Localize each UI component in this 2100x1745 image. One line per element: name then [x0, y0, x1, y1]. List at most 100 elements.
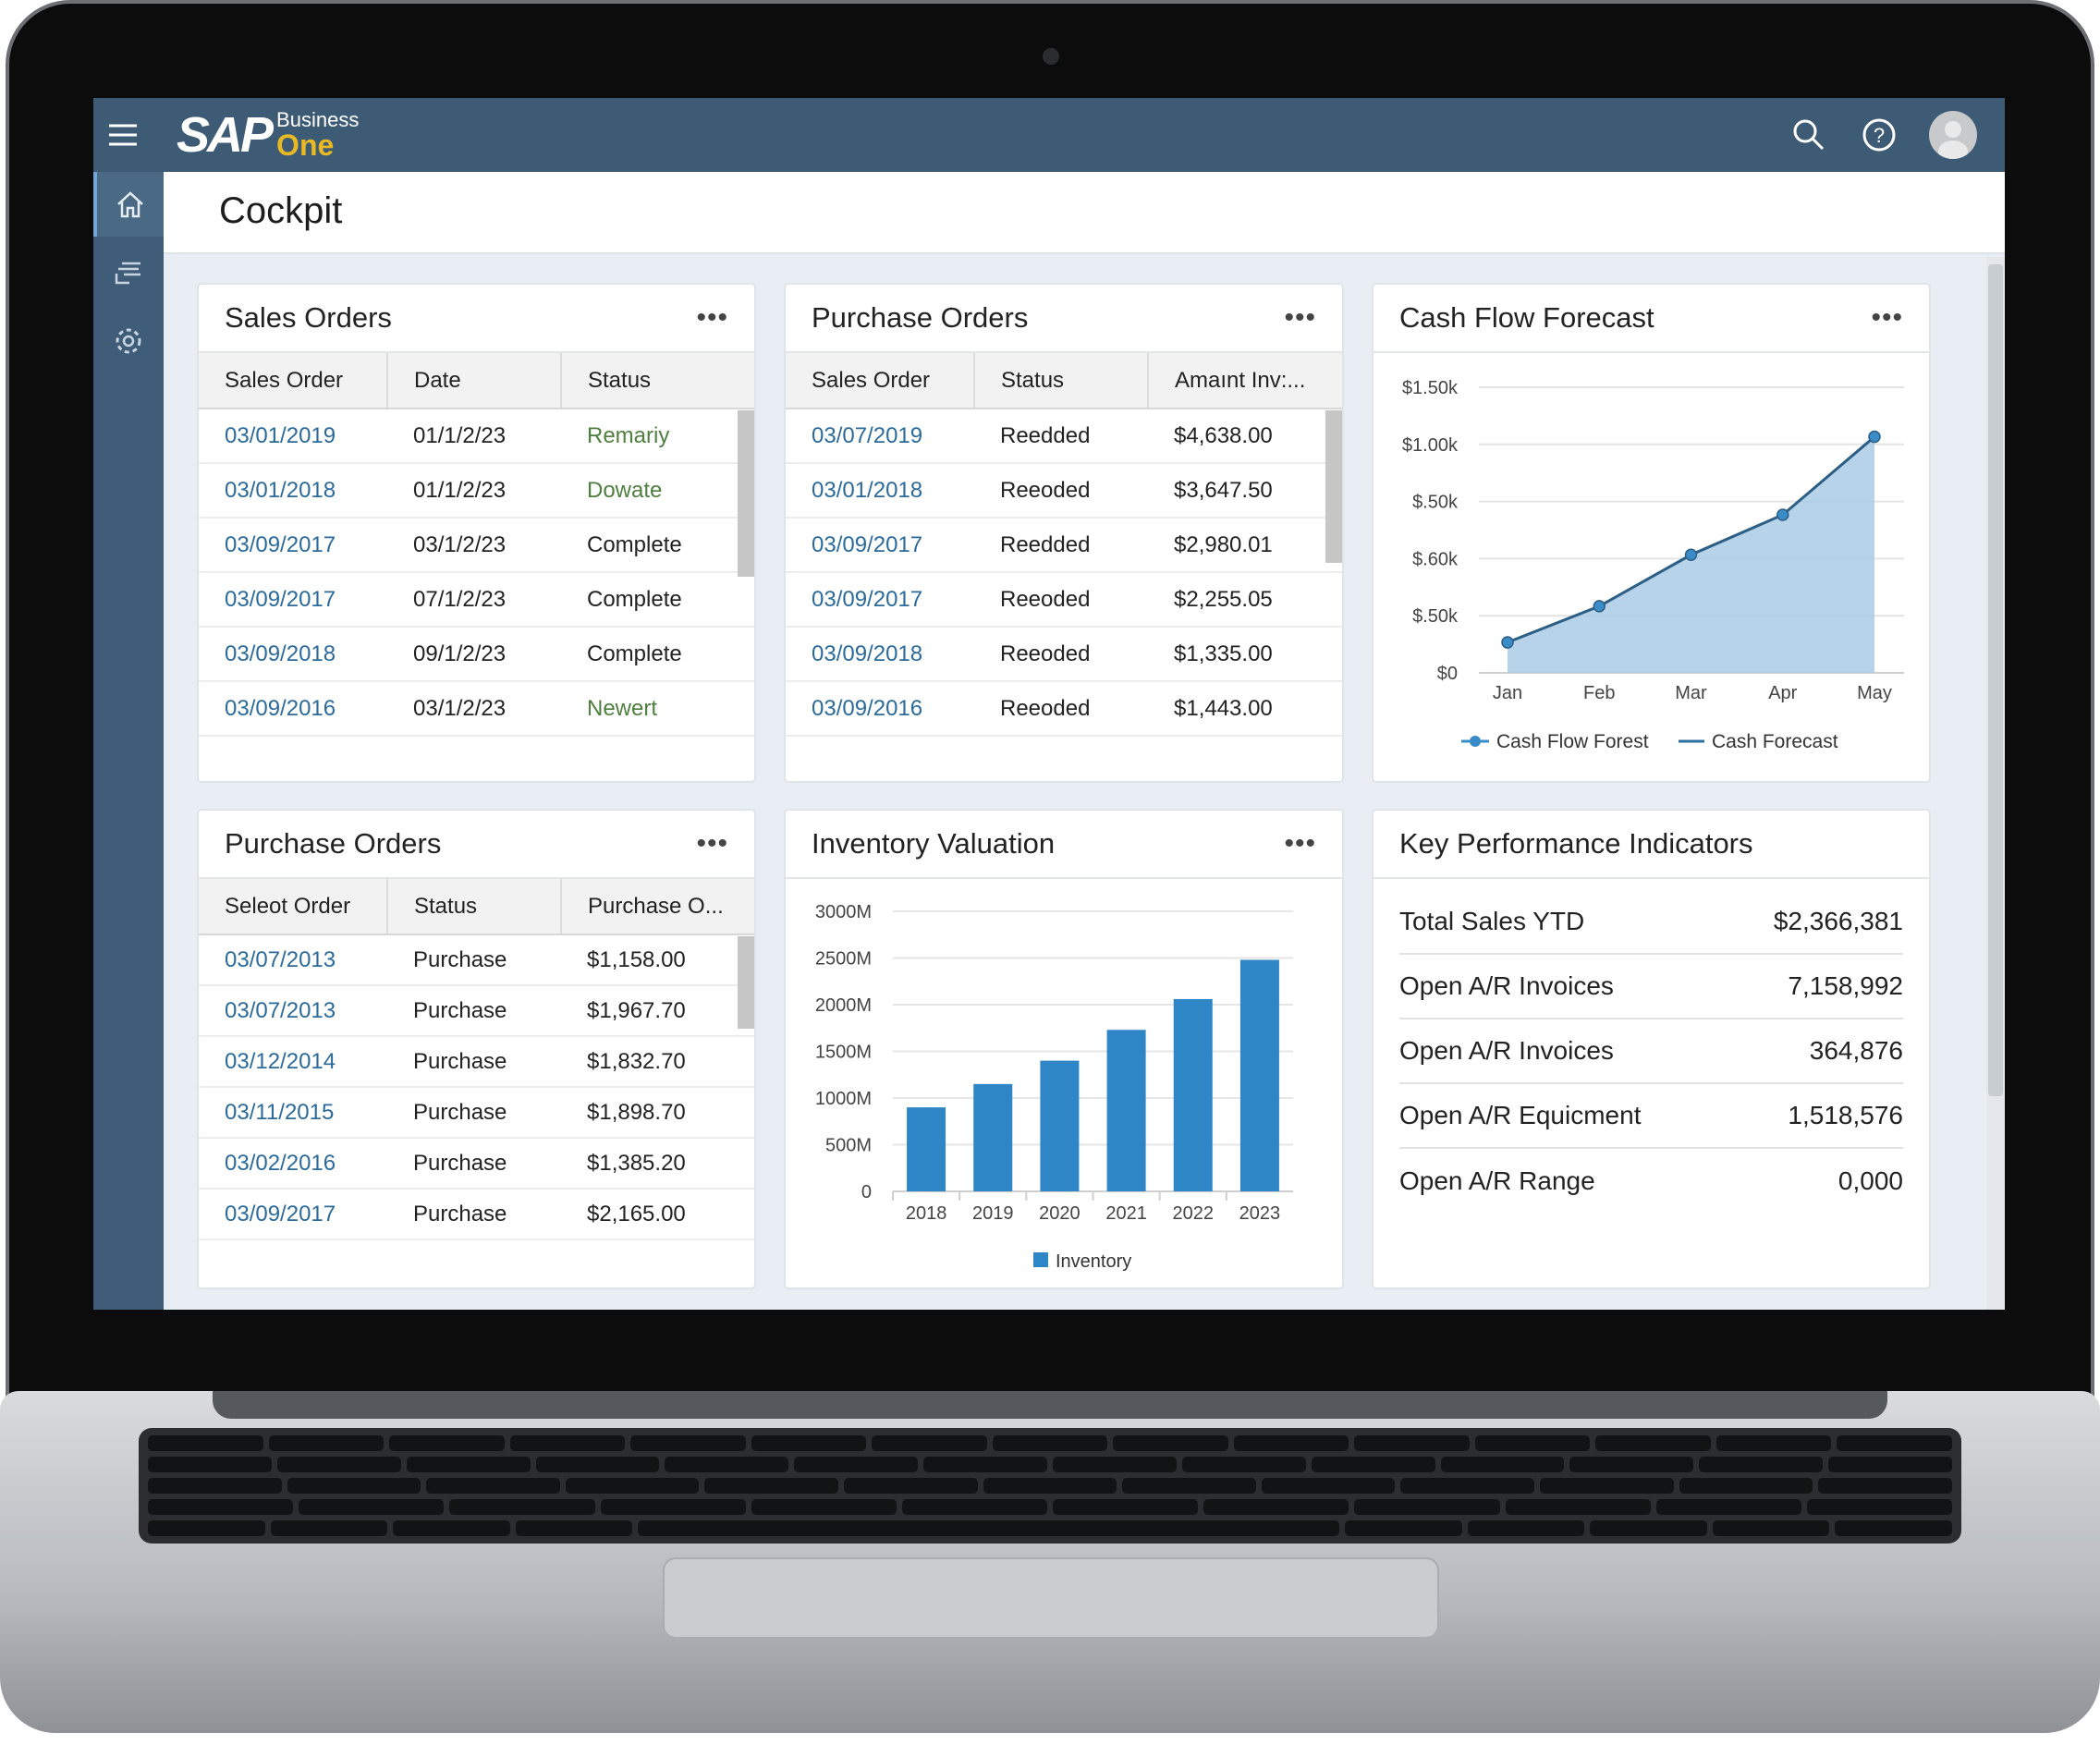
column-header[interactable]: Seleot Order	[199, 879, 388, 935]
page-title: Cockpit	[219, 190, 343, 231]
table-row[interactable]: 03/07/2019 Reedded $4,638.00	[786, 409, 1342, 464]
table-row[interactable]: 03/09/2016 03/1/2/23 Newert	[199, 681, 754, 737]
table-row[interactable]: 03/09/2018 Reeoded $1,335.00	[786, 627, 1342, 682]
order-link[interactable]: 03/01/2018	[199, 463, 387, 519]
y-tick-label: 3000M	[815, 902, 872, 922]
cash-flow-chart: $0 $.50k $.60k $.50k $1.00k $1.50k Jan Feb Mar Ap…	[1402, 378, 1904, 752]
table-row[interactable]: 03/09/2017 Reeoded $2,255.05	[786, 572, 1342, 628]
sidebar-item-list[interactable]	[93, 240, 164, 305]
more-options-icon[interactable]: •••	[696, 302, 728, 333]
y-tick-label: $.50k	[1412, 493, 1459, 513]
key	[1233, 1435, 1349, 1451]
key	[1181, 1457, 1306, 1472]
order-link[interactable]: 03/09/2017	[199, 572, 387, 628]
more-options-icon[interactable]: •••	[696, 828, 728, 859]
order-link[interactable]: 03/09/2018	[199, 627, 387, 682]
column-header[interactable]: Date	[387, 353, 562, 409]
purchase-orders-table-2: Seleot Order Status Purchase O... 03/07/201…	[199, 879, 754, 1240]
order-link[interactable]: 03/09/2017	[786, 572, 974, 628]
table-row[interactable]: 03/07/2013 Purchase $1,158.00	[199, 934, 754, 986]
table-row[interactable]: 03/12/2014 Purchase $1,832.70	[199, 1036, 754, 1088]
sidebar-item-settings[interactable]	[93, 309, 164, 373]
y-tick-label: 1500M	[815, 1043, 872, 1063]
user-avatar-icon[interactable]	[1929, 111, 1977, 159]
order-link[interactable]: 03/12/2014	[199, 1036, 387, 1088]
table-scrollbar[interactable]	[738, 936, 754, 1029]
card-title: Purchase Orders	[812, 301, 1029, 334]
table-row[interactable]: 03/09/2016 Reeoded $1,443.00	[786, 681, 1342, 737]
order-link[interactable]: 03/07/2013	[199, 985, 387, 1037]
help-icon[interactable]: ?	[1861, 116, 1898, 158]
order-link[interactable]: 03/09/2016	[786, 681, 974, 737]
key	[638, 1520, 1340, 1536]
order-link[interactable]: 03/09/2017	[199, 1189, 387, 1240]
order-link[interactable]: 03/07/2019	[786, 409, 974, 464]
key	[1835, 1520, 1952, 1536]
key	[751, 1435, 867, 1451]
data-point	[1593, 600, 1606, 613]
column-header[interactable]: Sales Order	[786, 353, 975, 409]
table-cell: $3,647.50	[1148, 463, 1342, 519]
sidebar-item-home[interactable]	[93, 172, 164, 237]
table-scrollbar[interactable]	[1325, 410, 1342, 563]
page-scrollbar-thumb[interactable]	[1988, 264, 2003, 1096]
column-header[interactable]: Status	[387, 879, 562, 935]
table-row[interactable]: 03/09/2017 07/1/2/23 Complete	[199, 572, 754, 628]
column-header[interactable]: Purchase O...	[561, 879, 754, 935]
more-options-icon[interactable]: •••	[1871, 302, 1903, 333]
order-link[interactable]: 03/11/2015	[199, 1087, 387, 1139]
table-row[interactable]: 03/01/2019 01/1/2/23 Remariy	[199, 409, 754, 464]
x-tick-label: 2021	[1105, 1203, 1147, 1224]
table-row[interactable]: 03/02/2016 Purchase $1,385.20	[199, 1138, 754, 1190]
order-link[interactable]: 03/09/2016	[199, 681, 387, 737]
menu-icon[interactable]	[106, 118, 140, 152]
key	[1590, 1520, 1707, 1536]
y-tick-label: 2500M	[815, 949, 872, 970]
legend-label: Cash Forecast	[1712, 731, 1838, 752]
table-row[interactable]: 03/09/2017 03/1/2/23 Complete	[199, 518, 754, 573]
key	[287, 1478, 421, 1494]
table-cell: Purchase	[387, 1138, 561, 1190]
y-tick-label: 2000M	[815, 995, 872, 1016]
table-scrollbar[interactable]	[738, 410, 754, 577]
table-row[interactable]: 03/09/2018 09/1/2/23 Complete	[199, 627, 754, 682]
table-row[interactable]: 03/09/2017 Reedded $2,980.01	[786, 518, 1342, 573]
more-options-icon[interactable]: •••	[1284, 302, 1316, 333]
key	[1053, 1499, 1199, 1515]
more-options-icon[interactable]: •••	[1284, 828, 1316, 859]
bar	[907, 1107, 946, 1191]
data-point	[1684, 548, 1698, 562]
search-icon[interactable]	[1790, 116, 1827, 158]
legend-dot-marker	[1470, 736, 1481, 747]
column-header[interactable]: Amaınt Inv:...	[1148, 353, 1342, 409]
key	[704, 1478, 839, 1494]
key	[1505, 1499, 1651, 1515]
legend-label: Cash Flow Forest	[1496, 731, 1649, 752]
order-link[interactable]: 03/09/2018	[786, 627, 974, 682]
sap-logo: SAP Business One	[177, 107, 359, 163]
webcam	[1043, 48, 1059, 65]
key	[923, 1457, 1048, 1472]
column-header[interactable]: Sales Order	[199, 353, 388, 409]
table-row[interactable]: 03/01/2018 01/1/2/23 Dowate	[199, 463, 754, 519]
table-row[interactable]: 03/07/2013 Purchase $1,967.70	[199, 985, 754, 1037]
inventory-chart: 0 500M 1000M 1500M 2000M 2500M 3000M 2018 2019 20…	[815, 902, 1293, 1272]
table-cell: Reedded	[974, 518, 1148, 573]
order-link[interactable]: 03/09/2017	[199, 518, 387, 573]
key	[1203, 1499, 1349, 1515]
order-link[interactable]: 03/02/2016	[199, 1138, 387, 1190]
y-tick-label: $.50k	[1412, 606, 1459, 627]
order-link[interactable]: 03/01/2019	[199, 409, 387, 464]
key	[1655, 1499, 1801, 1515]
table-row[interactable]: 03/09/2017 Purchase $2,165.00	[199, 1189, 754, 1240]
table-row[interactable]: 03/11/2015 Purchase $1,898.70	[199, 1087, 754, 1139]
column-header[interactable]: Status	[561, 353, 754, 409]
order-link[interactable]: 03/07/2013	[199, 934, 387, 986]
table-row[interactable]: 03/01/2018 Reeoded $3,647.50	[786, 463, 1342, 519]
column-header[interactable]: Status	[974, 353, 1149, 409]
order-link[interactable]: 03/09/2017	[786, 518, 974, 573]
order-link[interactable]: 03/01/2018	[786, 463, 974, 519]
key	[299, 1499, 445, 1515]
table-cell: $1,898.70	[561, 1087, 754, 1139]
key	[515, 1520, 633, 1536]
